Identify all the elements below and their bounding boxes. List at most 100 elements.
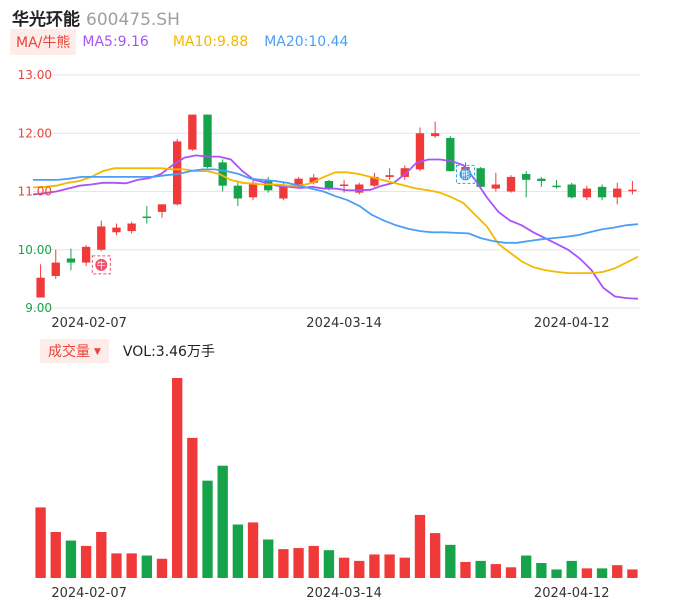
bear-icon-label: 熊 <box>461 169 470 181</box>
volume-legend: 成交量 ▼ VOL:3.46万手 <box>40 339 215 363</box>
candle-body <box>188 114 197 150</box>
volume-bar <box>217 465 228 578</box>
candle-body <box>355 184 364 193</box>
volume-bar <box>293 548 304 578</box>
stock-name: 华光环能 <box>12 10 80 30</box>
candle-body <box>127 223 136 232</box>
volume-bar <box>308 545 319 578</box>
candle-body <box>218 162 227 186</box>
candle-body <box>264 181 273 191</box>
candle-body <box>142 216 151 219</box>
candle-body <box>613 188 622 198</box>
volume-bar <box>581 568 593 578</box>
x-tick-label: 2024-04-12 <box>534 316 610 330</box>
volume-bar <box>429 533 441 578</box>
candle-body <box>491 184 501 189</box>
volume-bar <box>156 558 168 578</box>
volume-bar <box>65 540 77 578</box>
volume-bar <box>96 532 107 578</box>
volume-bar <box>354 560 365 578</box>
ma20-label: MA20:10.44 <box>264 34 349 50</box>
markers: 牛熊 <box>91 164 475 275</box>
bear-icon[interactable]: 熊 <box>455 164 475 184</box>
volume-bar <box>232 524 244 578</box>
volume-bar <box>50 532 61 578</box>
candle-body <box>415 133 425 170</box>
candle-body <box>385 175 394 177</box>
volume-value: VOL:3.46万手 <box>122 344 215 360</box>
ma-bull-bear-toggle[interactable]: MA/牛熊 <box>10 29 77 55</box>
price-tick-label: 11.00 <box>18 185 52 199</box>
volume-bar <box>566 560 577 578</box>
ma10-label: MA10:9.88 <box>172 34 249 50</box>
volume-indicator-select[interactable]: 成交量 ▼ <box>40 339 109 363</box>
candle-body <box>628 189 637 192</box>
volume-bar <box>369 554 380 578</box>
candle-body <box>552 185 561 188</box>
bull-icon-label: 牛 <box>97 259 106 271</box>
ma10-line <box>32 167 639 275</box>
volume-bar <box>627 569 638 578</box>
volume-bar <box>202 480 213 578</box>
candle-body <box>279 185 288 199</box>
ma-legend: MA/牛熊 MA5:9.16 MA10:9.88 MA20:10.44 <box>10 29 349 55</box>
candle-body <box>476 168 485 187</box>
price-grid <box>33 74 640 309</box>
volume-bar <box>445 544 456 578</box>
candle-body <box>567 184 576 198</box>
volume-bar <box>475 560 486 578</box>
candle-body <box>51 262 60 276</box>
candle-body <box>66 258 76 263</box>
volume-bar <box>460 561 471 578</box>
price-tick-label: 13.00 <box>18 68 52 82</box>
candle-body <box>81 246 91 263</box>
volume-bar <box>612 565 623 578</box>
volume-bar <box>536 563 547 578</box>
volume-bar <box>35 507 46 578</box>
candles <box>36 114 637 298</box>
candle-body <box>157 204 167 212</box>
candle-body <box>597 186 607 198</box>
volume-badge-label: 成交量 <box>48 344 90 360</box>
volume-bar <box>126 553 137 578</box>
stock-header: 华光环能 600475.SH <box>12 5 180 30</box>
candle-body <box>339 184 349 187</box>
candle-body <box>97 226 106 250</box>
volume-bar <box>596 568 608 578</box>
volume-bar <box>338 557 350 578</box>
volume-bar <box>505 567 517 578</box>
candle-body <box>506 176 516 192</box>
price-tick-label: 10.00 <box>18 243 52 257</box>
volume-bars <box>35 378 638 578</box>
candle-body <box>203 114 212 168</box>
bear-icon-frame <box>455 164 475 184</box>
x-tick-label: 2024-03-14 <box>306 316 382 330</box>
stock-code: 600475.SH <box>86 10 180 30</box>
candle-body <box>248 182 258 198</box>
volume-bar <box>323 550 335 578</box>
volume-bar <box>187 437 198 578</box>
candle-body <box>446 137 455 172</box>
volume-bar <box>80 545 92 578</box>
bull-icon[interactable]: 牛 <box>91 255 111 275</box>
candle-body <box>112 227 121 233</box>
price-tick-label: 9.00 <box>25 301 52 315</box>
candle-body <box>400 168 409 177</box>
candle-body <box>294 178 303 185</box>
volume-bar <box>141 555 152 578</box>
volume-bar <box>278 549 289 578</box>
volume-bar <box>111 553 122 578</box>
candle-body <box>522 174 531 180</box>
volume-bar <box>263 539 274 578</box>
x-tick-label: 2024-02-07 <box>51 316 127 330</box>
candle-body <box>36 277 45 298</box>
candle-body <box>324 181 334 189</box>
volume-bar <box>247 522 259 578</box>
candle-body <box>233 185 243 199</box>
volume-bar <box>399 557 410 578</box>
volume-x-tick-label: 2024-04-12 <box>534 586 610 601</box>
candle-body <box>430 133 440 137</box>
volume-axis: 2024-02-07 2024-03-14 2024-04-12 <box>51 586 609 601</box>
